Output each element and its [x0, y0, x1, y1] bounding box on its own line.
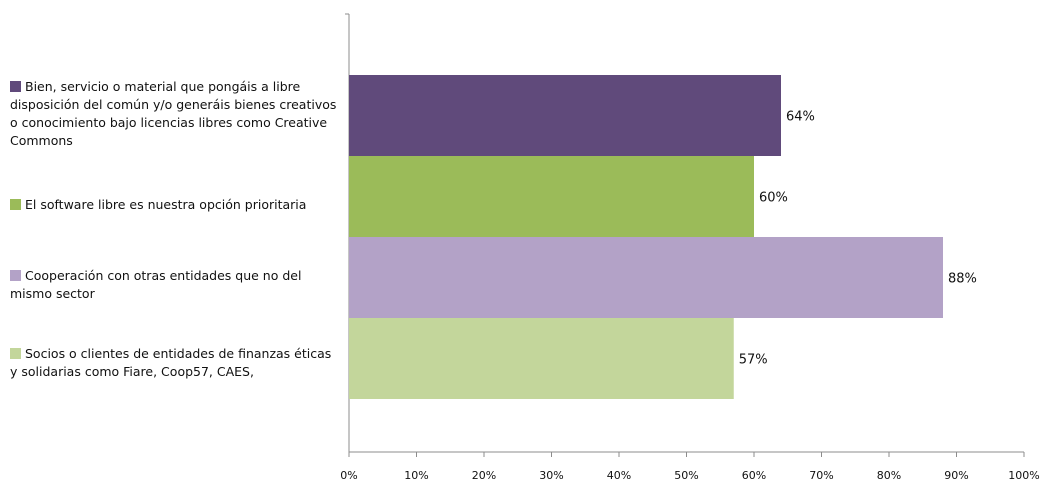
- legend-item-cc: Bien, servicio o material que pongáis a …: [10, 78, 340, 150]
- legend-item-cooperacion: Cooperación con otras entidades que no d…: [10, 267, 340, 303]
- x-tick-label: 30%: [539, 469, 563, 482]
- x-tick-label: 100%: [1008, 469, 1039, 482]
- x-tick-label: 60%: [742, 469, 766, 482]
- bar: [349, 156, 754, 237]
- x-tick-label: 70%: [809, 469, 833, 482]
- data-label: 60%: [759, 191, 788, 206]
- legend-item-software: El software libre es nuestra opción prio…: [10, 196, 340, 214]
- legend-label: Cooperación con otras entidades que no d…: [10, 268, 302, 301]
- bar: [349, 75, 781, 156]
- legend-label: El software libre es nuestra opción prio…: [25, 197, 307, 212]
- bar: [349, 237, 943, 318]
- legend-swatch: [10, 270, 21, 281]
- legend-swatch: [10, 199, 21, 210]
- bar: [349, 318, 734, 399]
- x-tick-label: 50%: [674, 469, 698, 482]
- legend-item-finanzas: Socios o clientes de entidades de finanz…: [10, 345, 340, 381]
- data-label: 64%: [786, 110, 815, 125]
- data-label: 57%: [739, 353, 768, 368]
- legend-label: Bien, servicio o material que pongáis a …: [10, 79, 337, 148]
- legend-label: Socios o clientes de entidades de finanz…: [10, 346, 332, 379]
- x-tick-label: 40%: [607, 469, 631, 482]
- data-label: 88%: [948, 272, 977, 287]
- x-tick-label: 10%: [404, 469, 428, 482]
- x-tick-label: 80%: [877, 469, 901, 482]
- legend: Bien, servicio o material que pongáis a …: [10, 0, 340, 482]
- legend-swatch: [10, 81, 21, 92]
- x-tick-label: 90%: [944, 469, 968, 482]
- legend-swatch: [10, 348, 21, 359]
- x-tick-label: 20%: [472, 469, 496, 482]
- x-tick-label: 0%: [340, 469, 357, 482]
